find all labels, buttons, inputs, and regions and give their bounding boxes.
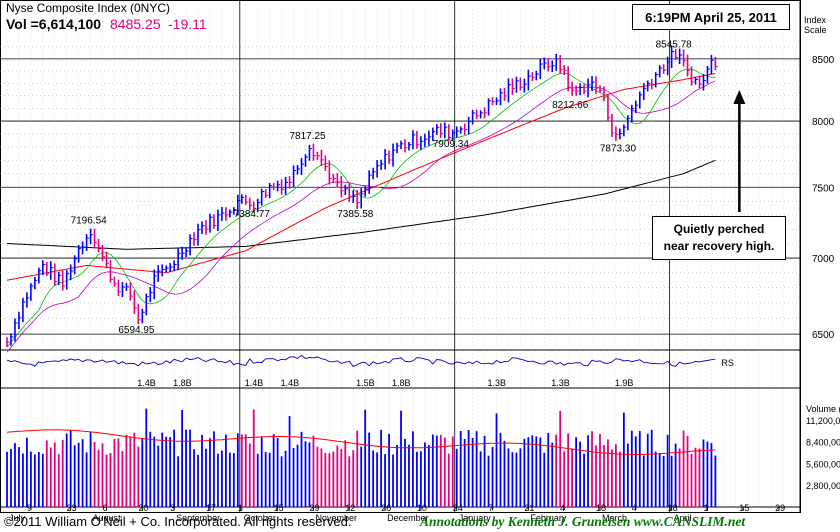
month-label: April: [674, 513, 692, 523]
x-tick-label: 24: [453, 503, 463, 513]
price-extreme-label: 7384.77: [234, 209, 271, 220]
x-tick-label: 1: [238, 503, 243, 513]
volume-spike-label: 1.5B: [356, 378, 375, 388]
x-tick-label: 9: [27, 503, 32, 513]
x-tick-label: 18: [668, 503, 678, 513]
price-extreme-label: 7909.34: [433, 139, 470, 150]
x-tick-label: 15: [739, 503, 749, 513]
month-label: July: [9, 513, 26, 523]
x-tick-label: 15: [274, 503, 284, 513]
volume-readout: Vol =6,614,100: [6, 16, 102, 32]
timestamp-box: 6:19PM April 25, 2011: [632, 4, 790, 30]
x-tick-label: 3: [170, 503, 175, 513]
volume-ma-line: [6, 429, 716, 456]
x-tick-label: 6: [102, 503, 107, 513]
x-tick-label: 23: [67, 503, 77, 513]
price-extreme-label: 8545.78: [656, 39, 693, 50]
volume-spike-label: 1.4B: [281, 378, 300, 388]
month-label: October: [244, 513, 276, 523]
x-tick-label: 4: [632, 503, 637, 513]
volume-tick-label: 8,400,000: [806, 438, 840, 448]
ma200-line: [6, 159, 716, 250]
volume-spike-label: 1.4B: [245, 378, 264, 388]
rs-label: RS: [721, 358, 734, 368]
volume-tick-label: 11,200,000: [806, 416, 840, 426]
month-label: February: [530, 513, 567, 523]
index-scale-line2: Scale: [804, 25, 827, 35]
price-tick-label: 8000: [812, 117, 835, 128]
price-tick-label: 7500: [812, 183, 835, 194]
x-tick-label: 18: [596, 503, 606, 513]
x-tick-label: 10: [417, 503, 427, 513]
price-tick-label: 7000: [812, 254, 835, 265]
price-extreme-label: 7196.54: [71, 216, 108, 227]
x-tick-label: 26: [381, 503, 391, 513]
volume-spike-label: 1.9B: [615, 378, 634, 388]
x-tick-label: 29: [775, 503, 785, 513]
volume-tick-label: 2,800,000: [806, 481, 840, 491]
price-extreme-label: 8212.66: [552, 100, 589, 111]
index-scale-label: Index Scale: [804, 15, 827, 35]
price-tick-label: 8500: [812, 55, 835, 66]
volume-axis-label: Volume (00): [806, 404, 840, 414]
ticker-symbol: (0NYC): [130, 1, 171, 15]
x-tick-label: 1: [703, 503, 708, 513]
price-extreme-label: 7817.25: [289, 131, 326, 142]
volume-spike-label: 1.3B: [488, 378, 507, 388]
callout-arrow-head: [733, 90, 746, 104]
annotation-credit: Annotations by Kenneth J. Gruneisen www.…: [420, 514, 746, 529]
index-scale-line1: Index: [804, 15, 827, 25]
price-tick-label: 6500: [812, 330, 835, 341]
x-tick-label: 29: [309, 503, 319, 513]
price-extreme-label: 6594.95: [118, 325, 155, 336]
month-label: November: [315, 513, 357, 523]
volume-spike-label: 1.8B: [392, 378, 411, 388]
annotation-callout: Quietly perched near recovery high.: [652, 216, 786, 260]
annotation-line1: Quietly perched: [673, 222, 765, 236]
price-extreme-label: 7385.58: [337, 209, 374, 220]
month-label: September: [176, 513, 220, 523]
rs-line: [6, 354, 716, 367]
copyright-text: ©2011 William O'Neil + Co. Incorporated.…: [4, 514, 352, 529]
month-label: March: [602, 513, 627, 523]
price-extreme-label: 7873.30: [600, 143, 637, 154]
month-label: August: [93, 513, 122, 523]
chart-title: Nyse Composite Index: [6, 1, 127, 15]
volume-spike-label: 1.3B: [551, 378, 570, 388]
x-tick-label: 20: [138, 503, 148, 513]
x-tick-label: 7: [489, 503, 494, 513]
annotation-line2: near recovery high.: [663, 239, 775, 253]
month-label: December: [387, 513, 429, 523]
x-tick-label: 12: [345, 503, 355, 513]
x-tick-label: 17: [206, 503, 216, 513]
volume-spike-label: 1.8B: [173, 378, 192, 388]
volume-spike-label: 1.4B: [137, 378, 156, 388]
month-label: January: [459, 513, 492, 523]
ma50-line: [6, 72, 716, 281]
x-tick-label: 21: [524, 503, 534, 513]
price-readout: 8485.25: [110, 16, 161, 32]
volume-tick-label: 5,600,000: [806, 459, 840, 469]
x-tick-label: 4: [560, 503, 565, 513]
change-readout: -19.11: [168, 16, 207, 32]
